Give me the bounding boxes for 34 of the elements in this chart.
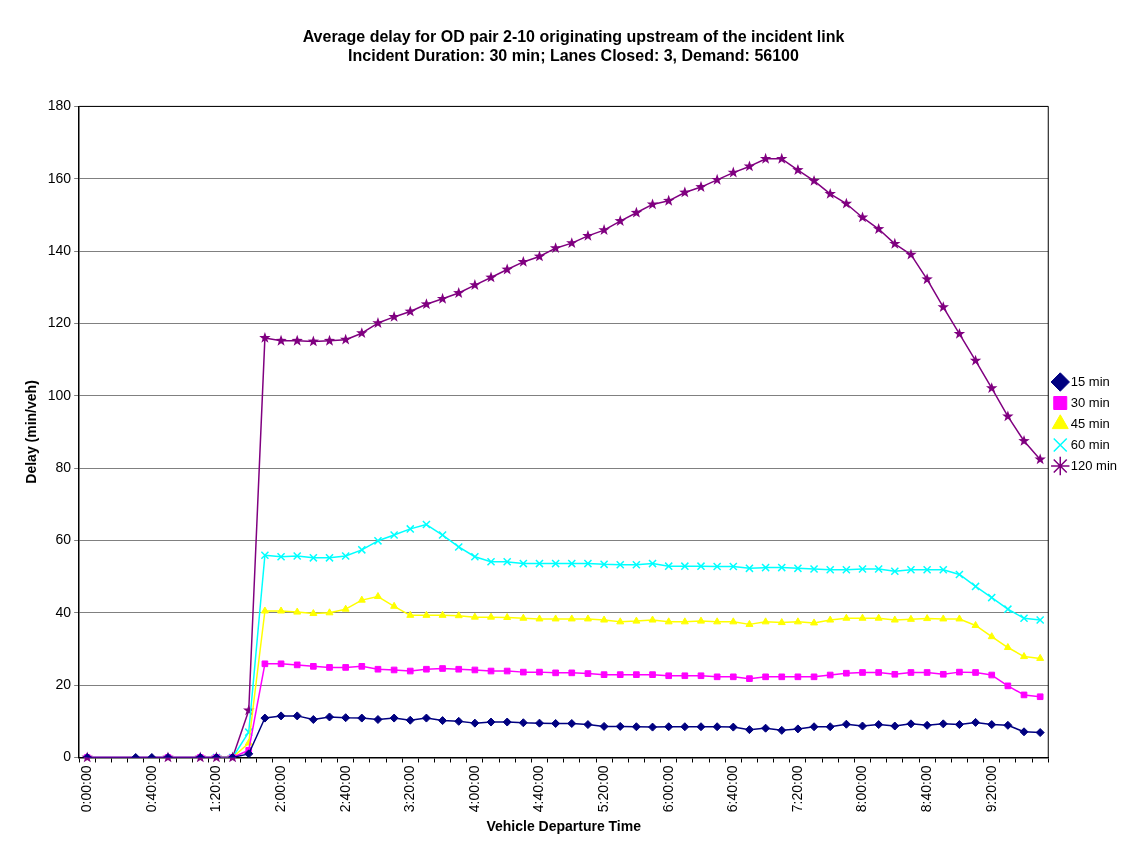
x-tick-label: 4:00:00 [465, 765, 482, 813]
chart-subtitle: Incident Duration: 30 min; Lanes Closed: 3, Demand: 56100 [348, 47, 799, 65]
x-tick-label: 8:40:00 [917, 765, 934, 813]
x-tick-label: 2:00:00 [271, 765, 288, 813]
x-tick-label: 0:00:00 [78, 765, 95, 813]
y-tick-label: 0 [63, 748, 72, 765]
y-axis-title: Delay (min/veh) [23, 380, 40, 484]
x-tick-label: 8:00:00 [853, 765, 870, 813]
x-tick-label: 9:20:00 [982, 765, 999, 813]
x-tick-label: 6:40:00 [724, 765, 741, 813]
x-tick-label: 5:20:00 [594, 765, 611, 813]
y-tick-label: 180 [47, 97, 72, 114]
legend-label: 45 min [1070, 415, 1110, 431]
x-tick-label: 1:20:00 [207, 765, 224, 813]
x-tick-label: 2:40:00 [336, 765, 353, 813]
legend-label: 60 min [1070, 436, 1110, 452]
x-axis-title: Vehicle Departure Time [486, 818, 642, 835]
y-tick-label: 160 [47, 169, 72, 186]
y-tick-label: 80 [55, 458, 72, 475]
y-tick-label: 120 [47, 314, 72, 331]
x-tick-label: 0:40:00 [142, 765, 159, 813]
legend-label: 15 min [1070, 373, 1110, 389]
x-tick-label: 7:20:00 [788, 765, 805, 813]
legend-label: 30 min [1070, 394, 1110, 410]
x-tick-label: 4:40:00 [530, 765, 547, 813]
y-tick-label: 20 [55, 676, 72, 693]
legend-label: 120 min [1070, 457, 1117, 473]
y-tick-label: 140 [47, 241, 72, 258]
x-tick-label: 6:00:00 [659, 765, 676, 813]
chart-title: Average delay for OD pair 2-10 originating upstream of the incident link [302, 28, 845, 46]
y-tick-label: 40 [55, 603, 72, 620]
x-tick-label: 3:20:00 [401, 765, 418, 813]
y-tick-label: 100 [47, 386, 72, 403]
y-tick-label: 60 [55, 531, 72, 548]
